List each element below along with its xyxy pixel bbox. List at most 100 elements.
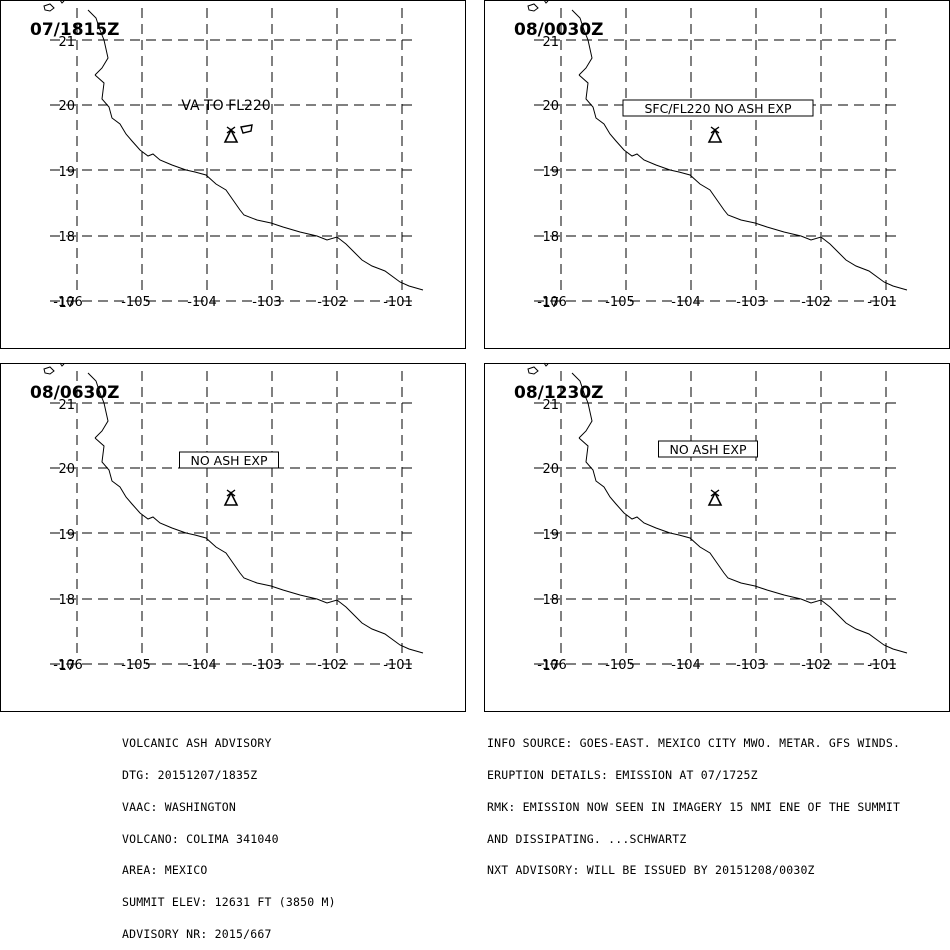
longitude-label: -102 — [801, 658, 831, 673]
longitude-label: -103 — [252, 658, 282, 673]
longitude-label: -103 — [736, 295, 766, 310]
latitude-label: 17 — [58, 659, 75, 674]
latitude-label: 20 — [58, 99, 75, 114]
latitude-label: 20 — [542, 99, 559, 114]
map-panel: 21 20 19 18 17-106 -105 -104 -103 -102 -101 08/003… — [484, 0, 950, 349]
latitude-label: 18 — [58, 230, 75, 245]
valid-time-label: 07/1815Z — [30, 20, 120, 40]
longitude-label: -101 — [867, 295, 897, 310]
longitude-label: -103 — [252, 295, 282, 310]
latitude-label: 20 — [542, 462, 559, 477]
panel-frame — [484, 363, 950, 712]
latitude-label: 21 — [542, 398, 559, 413]
latitude-label: 18 — [58, 593, 75, 608]
ash-cloud-polygon — [240, 124, 253, 134]
volcano-triangle — [707, 491, 723, 506]
volcano-summit-mark — [710, 126, 720, 134]
longitude-label: -103 — [736, 658, 766, 673]
longitude-label: -101 — [383, 295, 413, 310]
longitude-label: -105 — [121, 295, 151, 310]
volcano-triangle-icon — [707, 489, 723, 506]
advisory-dtg: DTG: 20151207/1835Z — [122, 767, 258, 782]
island-outline — [43, 366, 55, 375]
island-outline — [527, 3, 539, 12]
volcano-triangle — [707, 128, 723, 143]
volcano-summit-mark — [710, 489, 720, 497]
coastline — [571, 372, 593, 439]
advisory-remark-line-1: RMK: EMISSION NOW SEEN IN IMAGERY 15 NMI… — [487, 799, 901, 814]
latitude-label: 21 — [542, 35, 559, 50]
longitude-label: -106 — [537, 295, 567, 310]
valid-time-label: 08/1230Z — [514, 383, 604, 403]
latitude-label: 17 — [542, 296, 559, 311]
annotation-text: SFC/FL220 NO ASH EXP — [644, 101, 792, 116]
coastline — [94, 74, 424, 291]
advisory-title: VOLCANIC ASH ADVISORY — [122, 736, 272, 751]
volcano-summit-mark — [226, 489, 236, 497]
longitude-label: -104 — [671, 295, 701, 310]
longitude-label: -101 — [383, 658, 413, 673]
map-panel: 21 20 19 18 17-106 -105 -104 -103 -102 -101 07/181… — [0, 0, 466, 349]
advisory-volcano: VOLCANO: COLIMA 341040 — [122, 831, 279, 846]
advisory-next-advisory: NXT ADVISORY: WILL BE ISSUED BY 20151208… — [487, 863, 815, 878]
latitude-label: 20 — [58, 462, 75, 477]
longitude-label: -104 — [187, 295, 217, 310]
longitude-label: -102 — [317, 658, 347, 673]
longitude-label: -105 — [121, 658, 151, 673]
island-outline — [543, 0, 549, 4]
latitude-label: 19 — [58, 165, 75, 180]
annotation-text: NO ASH EXP — [669, 442, 746, 457]
advisory-number: ADVISORY NR: 2015/667 — [122, 926, 272, 941]
longitude-label: -104 — [671, 658, 701, 673]
longitude-label: -106 — [53, 295, 83, 310]
panel-frame — [484, 0, 950, 349]
coastline — [94, 437, 424, 654]
advisory-vaac: VAAC: WASHINGTON — [122, 799, 236, 814]
advisory-header-block: VOLCANIC ASH ADVISORY DTG: 20151207/1835… — [122, 717, 336, 950]
latitude-label: 21 — [58, 398, 75, 413]
island-outline — [59, 362, 65, 367]
volcano-triangle-icon — [223, 126, 239, 143]
panel-frame — [0, 0, 466, 349]
valid-time-label: 08/0630Z — [30, 383, 120, 403]
volcano-triangle-icon — [707, 126, 723, 143]
coastline — [87, 372, 109, 439]
annotation-text: VA TO FL220 — [181, 98, 270, 114]
valid-time-label: 08/0030Z — [514, 20, 604, 40]
longitude-label: -105 — [605, 658, 635, 673]
advisory-info-source: INFO SOURCE: GOES-EAST. MEXICO CITY MWO.… — [487, 736, 901, 751]
volcano-summit-mark — [226, 126, 236, 134]
volcano-triangle — [223, 491, 239, 506]
advisory-eruption-details: ERUPTION DETAILS: EMISSION AT 07/1725Z — [487, 767, 758, 782]
longitude-label: -102 — [801, 295, 831, 310]
latitude-label: 18 — [542, 593, 559, 608]
coastline — [578, 74, 908, 291]
island-outline — [527, 366, 539, 375]
annotation-text: NO ASH EXP — [190, 453, 267, 468]
longitude-label: -106 — [53, 658, 83, 673]
latitude-label: 19 — [58, 528, 75, 543]
latitude-label: 18 — [542, 230, 559, 245]
latitude-label: 17 — [542, 659, 559, 674]
longitude-label: -104 — [187, 658, 217, 673]
latitude-label: 17 — [58, 296, 75, 311]
annotation-box — [658, 440, 758, 458]
island-outline — [59, 0, 65, 4]
advisory-summit-elev: SUMMIT ELEV: 12631 FT (3850 M) — [122, 895, 336, 910]
longitude-label: -102 — [317, 295, 347, 310]
coastline — [578, 437, 908, 654]
latitude-label: 19 — [542, 528, 559, 543]
map-panel: 21 20 19 18 17-106 -105 -104 -103 -102 -101 08/063… — [0, 362, 466, 712]
advisory-remark-line-2: AND DISSIPATING. ...SCHWARTZ — [487, 831, 687, 846]
island-outline — [543, 362, 549, 367]
coastline — [87, 9, 109, 76]
longitude-label: -101 — [867, 658, 897, 673]
coastline — [571, 9, 593, 76]
volcano-triangle — [223, 128, 239, 143]
island-outline — [43, 3, 55, 12]
latitude-label: 21 — [58, 35, 75, 50]
longitude-label: -106 — [537, 658, 567, 673]
panel-frame — [0, 363, 466, 712]
advisory-area: AREA: MEXICO — [122, 863, 208, 878]
